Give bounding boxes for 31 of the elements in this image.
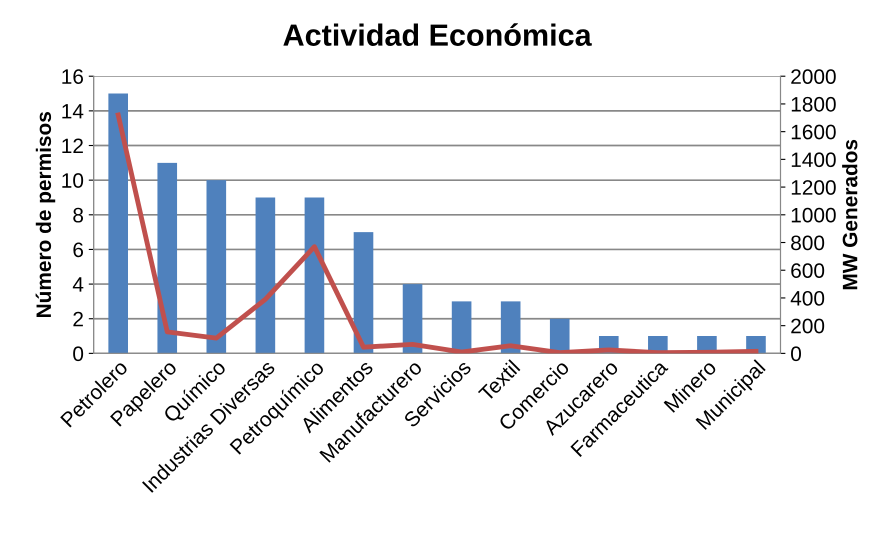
y-tick-label: 8 bbox=[73, 208, 84, 223]
y2-tick-label: 800 bbox=[791, 236, 824, 250]
y2-tick-label: 1800 bbox=[792, 96, 836, 112]
y-tick-label: 10 bbox=[62, 173, 84, 188]
y-axis-title: Número de permisos bbox=[36, 112, 56, 318]
y2-tick-label: 1400 bbox=[792, 152, 836, 168]
y-tick-label: 14 bbox=[62, 104, 84, 118]
line-series bbox=[116, 112, 758, 354]
bar bbox=[157, 162, 178, 354]
bar bbox=[256, 197, 276, 354]
chart-title: Actividad Económica bbox=[283, 23, 592, 46]
y-tick-label: 12 bbox=[62, 138, 83, 154]
y2-tick-label: 0 bbox=[791, 346, 801, 362]
y-tick-label: 16 bbox=[62, 69, 84, 84]
y2-tick-label: 400 bbox=[790, 290, 824, 306]
y2-tick-label: 200 bbox=[791, 318, 824, 334]
bar bbox=[354, 232, 374, 354]
y2-tick-label: 1200 bbox=[792, 180, 836, 195]
bar bbox=[402, 284, 422, 354]
y-tick-label: 4 bbox=[72, 277, 84, 292]
y2-tick-label: 600 bbox=[791, 263, 824, 278]
y2-tick-label: 1000 bbox=[792, 208, 836, 223]
y2-tick-label: 2000 bbox=[791, 69, 836, 84]
bar bbox=[108, 94, 128, 354]
y-tick-label: 2 bbox=[73, 312, 83, 326]
y2-axis-title: MW Generados bbox=[842, 140, 858, 290]
y2-tick-label: 1600 bbox=[792, 124, 836, 140]
bar bbox=[206, 180, 226, 354]
y-tick-label: 0 bbox=[73, 346, 84, 362]
y-tick-label: 6 bbox=[73, 242, 84, 258]
bar bbox=[304, 197, 324, 354]
